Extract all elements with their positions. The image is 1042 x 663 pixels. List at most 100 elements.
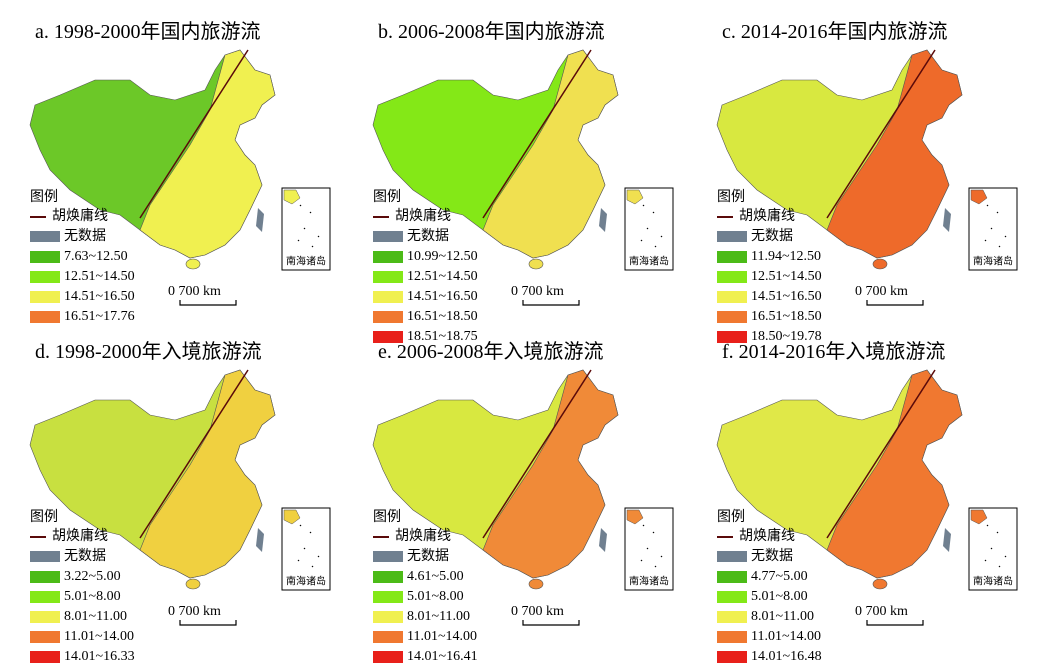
taiwan	[256, 208, 264, 232]
legend-swatch	[717, 571, 747, 583]
legend-nodata-label: 无数据	[751, 228, 793, 244]
legend-label: 5.01~8.00	[407, 589, 464, 604]
scale-label: 0 700 km	[511, 284, 564, 299]
map-east	[826, 369, 963, 579]
legend-nodata-swatch	[30, 231, 60, 242]
hainan	[185, 578, 201, 590]
inset-label: 南海诸岛	[286, 574, 326, 587]
legend-label: 4.61~5.00	[407, 569, 464, 584]
inset-islands	[297, 204, 320, 248]
legend-label: 14.51~16.50	[64, 289, 135, 304]
inset-label: 南海诸岛	[973, 574, 1013, 587]
legend-label: 11.94~12.50	[751, 249, 821, 264]
map-east	[139, 49, 276, 259]
legend-label: 7.63~12.50	[64, 249, 128, 264]
hu-line	[139, 49, 249, 219]
hu-line	[826, 369, 936, 539]
legend-label: 14.01~16.33	[64, 649, 135, 663]
legend-label: 11.01~14.00	[407, 629, 477, 644]
legend-swatch	[30, 651, 60, 663]
taiwan	[943, 528, 951, 552]
hu-line	[139, 369, 249, 539]
legend-nodata-swatch	[717, 231, 747, 242]
map-east	[139, 369, 276, 579]
legend-swatch	[30, 631, 60, 643]
legend-swatch	[30, 271, 60, 283]
legend-swatch	[373, 311, 403, 323]
legend-swatch	[717, 591, 747, 603]
scale-bar	[522, 300, 580, 306]
legend-title: 图例	[717, 189, 745, 205]
legend-swatch	[717, 311, 747, 323]
legend-nodata-swatch	[30, 551, 60, 562]
legend-label: 4.77~5.00	[751, 569, 808, 584]
legend-label: 11.01~14.00	[64, 629, 134, 644]
scale-label: 0 700 km	[855, 604, 908, 619]
legend-line-label: 胡焕庸线	[52, 527, 108, 544]
legend-swatch	[373, 651, 403, 663]
hainan	[528, 578, 544, 590]
legend-title: 图例	[373, 189, 401, 205]
legend-swatch	[373, 631, 403, 643]
legend-nodata-swatch	[717, 551, 747, 562]
inset-label: 南海诸岛	[286, 254, 326, 267]
legend-swatch	[30, 611, 60, 623]
inset-islands	[984, 524, 1007, 568]
legend-swatch	[717, 271, 747, 283]
legend-label: 14.51~16.50	[751, 289, 822, 304]
legend-label: 16.51~17.76	[64, 309, 135, 324]
inset-land	[970, 509, 988, 525]
inset-islands	[297, 524, 320, 568]
hainan	[872, 258, 888, 270]
legend-swatch	[373, 611, 403, 623]
panel-title: a. 1998-2000年国内旅游流	[35, 20, 261, 43]
legend-label: 14.01~16.48	[751, 649, 822, 663]
legend-label: 5.01~8.00	[751, 589, 808, 604]
legend-label: 12.51~14.50	[407, 269, 478, 284]
inset-land	[283, 189, 301, 205]
taiwan	[599, 208, 607, 232]
legend-swatch	[30, 251, 60, 263]
scale-bar	[179, 300, 237, 306]
panel-title: c. 2014-2016年国内旅游流	[722, 20, 948, 43]
hainan	[185, 258, 201, 270]
legend-title: 图例	[717, 509, 745, 525]
inset-land	[626, 509, 644, 525]
legend-swatch	[373, 251, 403, 263]
legend-swatch	[717, 251, 747, 263]
hainan	[872, 578, 888, 590]
legend-label: 10.99~12.50	[407, 249, 478, 264]
taiwan	[943, 208, 951, 232]
scale-bar	[179, 620, 237, 626]
legend-label: 8.01~11.00	[751, 609, 814, 624]
map-east	[826, 49, 963, 259]
legend-swatch	[717, 331, 747, 343]
legend-label: 11.01~14.00	[751, 629, 821, 644]
panel-title: f. 2014-2016年入境旅游流	[722, 340, 945, 363]
inset-land	[283, 509, 301, 525]
legend-label: 8.01~11.00	[64, 609, 127, 624]
hu-line	[482, 49, 592, 219]
legend-swatch	[373, 591, 403, 603]
legend-nodata-swatch	[373, 551, 403, 562]
legend-label: 16.51~18.50	[751, 309, 822, 324]
hu-line	[826, 49, 936, 219]
panel-title: d. 1998-2000年入境旅游流	[35, 340, 262, 363]
taiwan	[256, 528, 264, 552]
panel-title: e. 2006-2008年入境旅游流	[378, 340, 604, 363]
inset-land	[626, 189, 644, 205]
legend-label: 16.51~18.50	[407, 309, 478, 324]
legend-nodata-label: 无数据	[407, 548, 449, 564]
inset-label: 南海诸岛	[629, 574, 669, 587]
legend-swatch	[30, 591, 60, 603]
legend-line-label: 胡焕庸线	[739, 527, 795, 544]
legend-swatch	[717, 611, 747, 623]
map-east	[482, 49, 619, 259]
inset-islands	[640, 524, 663, 568]
legend-line-label: 胡焕庸线	[739, 207, 795, 224]
panel-title: b. 2006-2008年国内旅游流	[378, 20, 605, 43]
